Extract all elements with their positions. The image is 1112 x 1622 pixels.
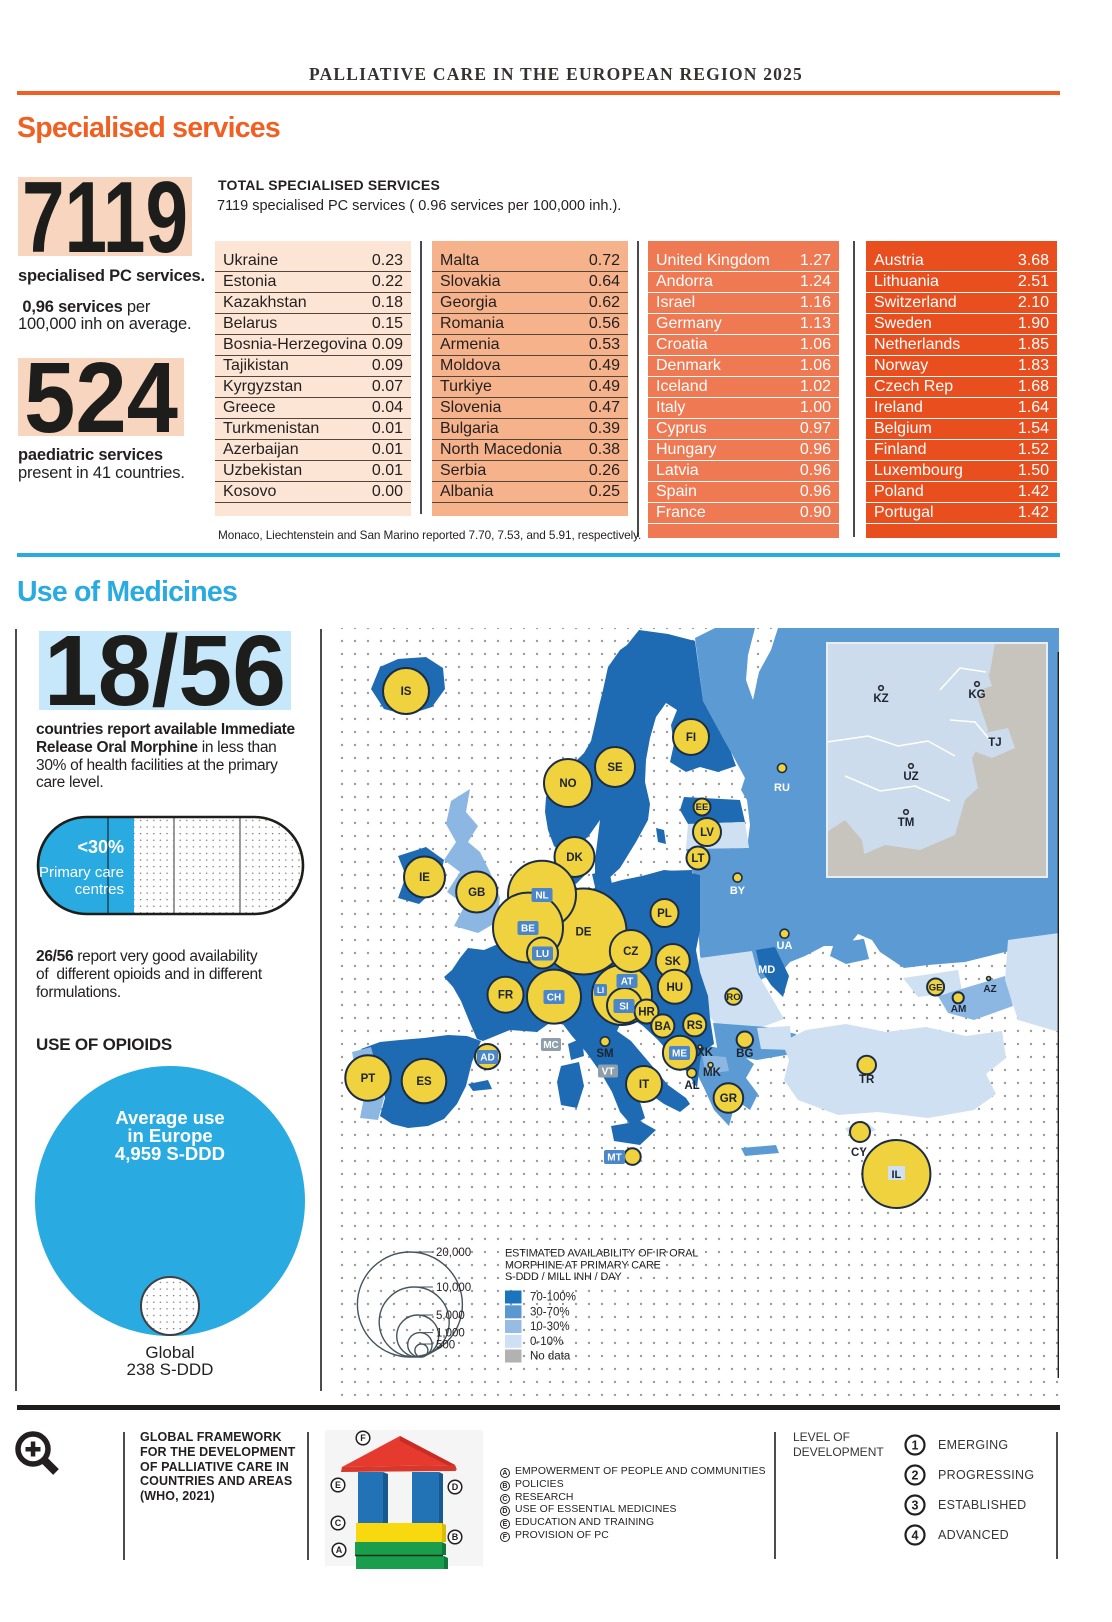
svg-text:IS: IS <box>401 686 412 698</box>
svg-text:PL: PL <box>657 908 672 920</box>
svg-text:RU: RU <box>774 782 790 794</box>
svg-text:in Europe: in Europe <box>127 1125 212 1146</box>
svg-text:ADVANCED: ADVANCED <box>938 1528 1009 1542</box>
svg-text:ESTABLISHED: ESTABLISHED <box>938 1498 1027 1512</box>
svg-text:BE: BE <box>521 924 535 935</box>
svg-text:AT: AT <box>621 977 634 988</box>
svg-text:30-70%: 30-70% <box>530 1306 570 1318</box>
svg-text:EMERGING: EMERGING <box>938 1438 1008 1452</box>
svg-text:Primary care: Primary care <box>39 864 124 881</box>
svg-text:IE: IE <box>419 872 430 884</box>
svg-text:MC: MC <box>543 1040 559 1051</box>
svg-text:TM: TM <box>898 817 915 829</box>
svg-text:F: F <box>360 1433 366 1443</box>
svg-text:AD: AD <box>480 1053 494 1064</box>
svg-text:PROGRESSING: PROGRESSING <box>938 1468 1034 1482</box>
svg-text:S-DDD / MILL INH / DAY: S-DDD / MILL INH / DAY <box>505 1271 622 1283</box>
svg-text:E: E <box>335 1480 341 1490</box>
svg-text:HU: HU <box>666 982 683 994</box>
svg-text:MT: MT <box>607 1153 621 1164</box>
svg-text:MK: MK <box>703 1067 722 1079</box>
svg-text:UZ: UZ <box>903 771 918 783</box>
svg-text:CH: CH <box>547 993 561 1004</box>
svg-text:A: A <box>336 1545 343 1555</box>
svg-text:B: B <box>452 1532 459 1542</box>
svg-text:238 S-DDD: 238 S-DDD <box>127 1360 214 1379</box>
svg-text:LV: LV <box>700 827 714 839</box>
svg-text:C: C <box>335 1518 342 1528</box>
svg-text:BY: BY <box>730 885 746 897</box>
svg-text:PT: PT <box>361 1073 376 1085</box>
svg-text:UA: UA <box>777 940 793 952</box>
svg-text:CY: CY <box>851 1147 867 1159</box>
svg-text:4,959 S-DDD: 4,959 S-DDD <box>115 1143 225 1164</box>
svg-text:centres: centres <box>75 881 124 898</box>
svg-text:MD: MD <box>758 964 775 976</box>
svg-text:0-10%: 0-10% <box>530 1336 563 1348</box>
svg-text:DK: DK <box>566 852 583 864</box>
svg-text:GE: GE <box>929 983 943 994</box>
svg-text:500: 500 <box>436 1340 455 1352</box>
svg-text:LT: LT <box>691 853 704 865</box>
svg-text:DE: DE <box>576 927 592 939</box>
svg-text:AZ: AZ <box>983 984 996 995</box>
svg-text:TJ: TJ <box>988 737 1001 749</box>
svg-text:RS: RS <box>687 1020 703 1032</box>
svg-text:2: 2 <box>912 1469 919 1483</box>
svg-text:3: 3 <box>912 1499 919 1513</box>
svg-text:10-30%: 10-30% <box>530 1321 570 1333</box>
svg-text:70-100%: 70-100% <box>530 1292 576 1304</box>
svg-text:<30%: <30% <box>77 837 124 857</box>
svg-text:IT: IT <box>639 1079 649 1091</box>
svg-text:SK: SK <box>665 956 682 968</box>
svg-text:NL: NL <box>535 891 548 902</box>
svg-text:1,000: 1,000 <box>436 1328 465 1340</box>
svg-text:ESTIMATED AVAILABILITY OF IR O: ESTIMATED AVAILABILITY OF IR ORAL <box>505 1248 698 1260</box>
svg-text:LI: LI <box>597 986 604 995</box>
svg-text:SE: SE <box>607 762 623 774</box>
svg-text:5,000: 5,000 <box>436 1310 465 1322</box>
svg-text:524: 524 <box>24 358 178 436</box>
svg-text:SM: SM <box>596 1048 613 1060</box>
svg-text:BG: BG <box>736 1048 753 1060</box>
svg-text:SI: SI <box>619 1002 629 1013</box>
svg-text:FR: FR <box>498 990 514 1002</box>
svg-text:7119: 7119 <box>22 177 188 256</box>
svg-text:10,000: 10,000 <box>436 1282 471 1294</box>
svg-text:IL: IL <box>892 1169 902 1181</box>
svg-text:LU: LU <box>536 949 549 960</box>
svg-text:KG: KG <box>968 689 985 701</box>
svg-text:GB: GB <box>468 887 485 899</box>
svg-text:RO: RO <box>726 992 740 1003</box>
svg-text:Global: Global <box>145 1343 194 1362</box>
svg-text:AL: AL <box>684 1080 699 1092</box>
svg-text:VT: VT <box>602 1067 615 1078</box>
svg-text:AM: AM <box>951 1004 967 1015</box>
svg-text:D: D <box>452 1482 459 1492</box>
svg-text:Average use: Average use <box>115 1107 224 1128</box>
svg-text:TR: TR <box>859 1074 875 1086</box>
svg-text:FI: FI <box>686 732 696 744</box>
svg-text:4: 4 <box>912 1529 919 1543</box>
svg-text:XK: XK <box>697 1047 714 1059</box>
svg-text:20,000: 20,000 <box>436 1247 471 1259</box>
svg-text:NO: NO <box>559 778 576 790</box>
svg-text:18/56: 18/56 <box>44 631 286 710</box>
svg-text:KZ: KZ <box>873 693 888 705</box>
svg-text:ES: ES <box>416 1076 432 1088</box>
svg-text:No data: No data <box>530 1351 571 1363</box>
svg-text:HR: HR <box>638 1007 655 1019</box>
svg-text:ME: ME <box>672 1049 687 1060</box>
svg-text:MORPHINE AT PRIMARY CARE: MORPHINE AT PRIMARY CARE <box>505 1259 661 1271</box>
svg-text:EE: EE <box>696 802 709 813</box>
svg-text:GR: GR <box>720 1093 738 1105</box>
svg-text:1: 1 <box>912 1439 919 1453</box>
svg-text:BA: BA <box>654 1021 671 1033</box>
svg-text:CZ: CZ <box>623 946 638 958</box>
